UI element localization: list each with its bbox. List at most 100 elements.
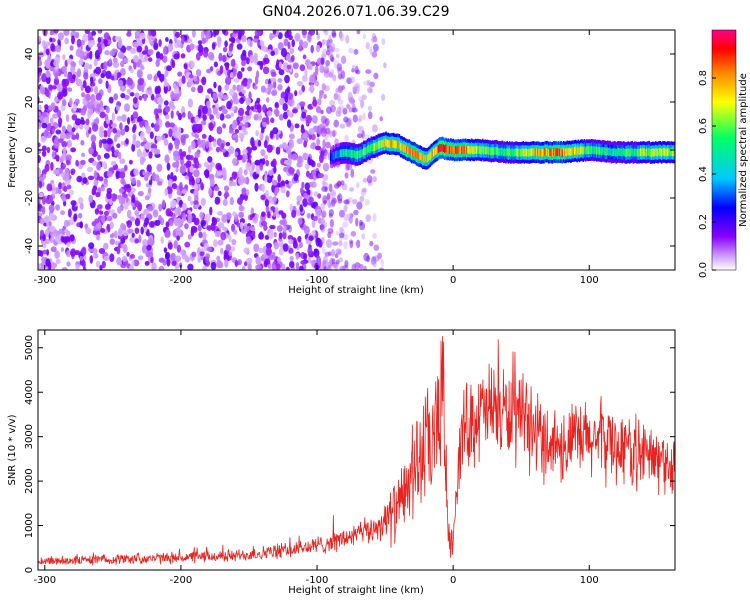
noise-speckle <box>321 210 327 218</box>
noise-speckle <box>143 93 147 102</box>
noise-speckle <box>344 260 349 268</box>
x-tick-label: -300 <box>33 275 56 286</box>
signal-cell <box>550 148 553 157</box>
signal-cell <box>353 149 355 158</box>
noise-speckle <box>348 216 353 224</box>
signal-cell <box>423 154 425 163</box>
signal-cell <box>654 148 657 156</box>
noise-speckle <box>223 192 230 198</box>
noise-speckle <box>317 172 324 179</box>
noise-speckle <box>302 54 307 60</box>
noise-speckle <box>316 162 321 168</box>
noise-speckle <box>294 32 301 42</box>
signal-cell <box>374 143 376 151</box>
noise-speckle <box>238 211 245 219</box>
noise-speckle <box>228 234 232 243</box>
signal-cell <box>564 148 566 157</box>
noise-speckle <box>160 236 164 244</box>
noise-speckle <box>60 247 64 252</box>
noise-speckle <box>50 43 55 52</box>
noise-speckle <box>329 105 336 113</box>
noise-speckle <box>290 154 294 160</box>
noise-speckle <box>320 57 325 65</box>
noise-speckle <box>257 60 264 66</box>
noise-speckle <box>103 130 108 138</box>
noise-speckle <box>70 200 77 206</box>
signal-cell <box>539 149 542 157</box>
noise-speckle <box>278 69 285 76</box>
noise-speckle <box>372 232 377 239</box>
noise-speckle <box>184 241 191 248</box>
noise-speckle <box>196 177 201 184</box>
signal-cell <box>344 148 347 157</box>
noise-speckle <box>50 246 57 253</box>
noise-speckle <box>127 117 131 125</box>
noise-speckle <box>288 157 292 167</box>
noise-speckle <box>43 111 47 119</box>
noise-speckle <box>322 162 330 172</box>
signal-cell <box>630 148 632 156</box>
noise-speckle <box>140 131 145 141</box>
noise-speckle <box>252 216 257 222</box>
noise-speckle <box>116 245 121 255</box>
noise-speckle <box>243 169 248 176</box>
noise-speckle <box>200 30 205 40</box>
noise-speckle <box>48 195 54 204</box>
noise-speckle <box>41 150 47 157</box>
noise-speckle <box>120 237 126 244</box>
noise-speckle <box>273 231 277 238</box>
noise-speckle <box>369 81 375 88</box>
signal-cell <box>527 148 529 157</box>
signal-cell <box>578 147 581 156</box>
noise-speckle <box>363 134 370 140</box>
noise-speckle <box>273 241 280 250</box>
noise-speckle <box>231 238 237 246</box>
noise-speckle <box>38 59 43 67</box>
noise-speckle <box>178 78 183 87</box>
noise-speckle <box>49 117 54 125</box>
noise-speckle <box>155 59 160 67</box>
noise-speckle <box>335 87 339 94</box>
noise-speckle <box>241 89 246 95</box>
signal-cell <box>561 149 564 157</box>
noise-speckle <box>341 85 345 90</box>
signal-cell <box>360 149 363 158</box>
noise-speckle <box>91 160 98 166</box>
noise-speckle <box>42 249 47 255</box>
noise-speckle <box>192 30 196 38</box>
noise-speckle <box>302 198 308 207</box>
noise-speckle <box>331 249 335 257</box>
noise-speckle <box>328 183 333 192</box>
noise-speckle <box>97 37 102 44</box>
noise-speckle <box>45 48 50 56</box>
noise-speckle <box>367 87 373 94</box>
x-tick-label: 100 <box>580 575 599 586</box>
noise-speckle <box>56 83 63 92</box>
signal-cell <box>418 152 420 160</box>
noise-speckle <box>291 39 296 48</box>
noise-speckle <box>353 48 359 55</box>
noise-speckle <box>225 76 232 86</box>
noise-speckle <box>305 114 312 124</box>
signal-cell <box>380 140 382 148</box>
noise-speckle <box>231 171 238 180</box>
signal-cell <box>566 147 569 156</box>
signal-cell <box>604 147 606 156</box>
noise-speckle <box>169 219 174 227</box>
noise-speckle <box>296 209 301 217</box>
signal-cell <box>352 150 354 158</box>
snr-series-line <box>38 336 675 566</box>
noise-speckle <box>332 241 339 246</box>
noise-speckle <box>126 77 133 86</box>
noise-speckle <box>262 254 269 260</box>
noise-speckle <box>167 178 173 187</box>
noise-speckle <box>163 46 167 56</box>
noise-speckle <box>287 41 291 50</box>
noise-speckle <box>53 169 60 175</box>
noise-speckle <box>138 95 143 101</box>
noise-speckle <box>197 85 204 94</box>
noise-speckle <box>193 183 198 190</box>
signal-cell <box>456 146 458 155</box>
noise-speckle <box>268 170 273 176</box>
noise-speckle <box>182 151 187 157</box>
